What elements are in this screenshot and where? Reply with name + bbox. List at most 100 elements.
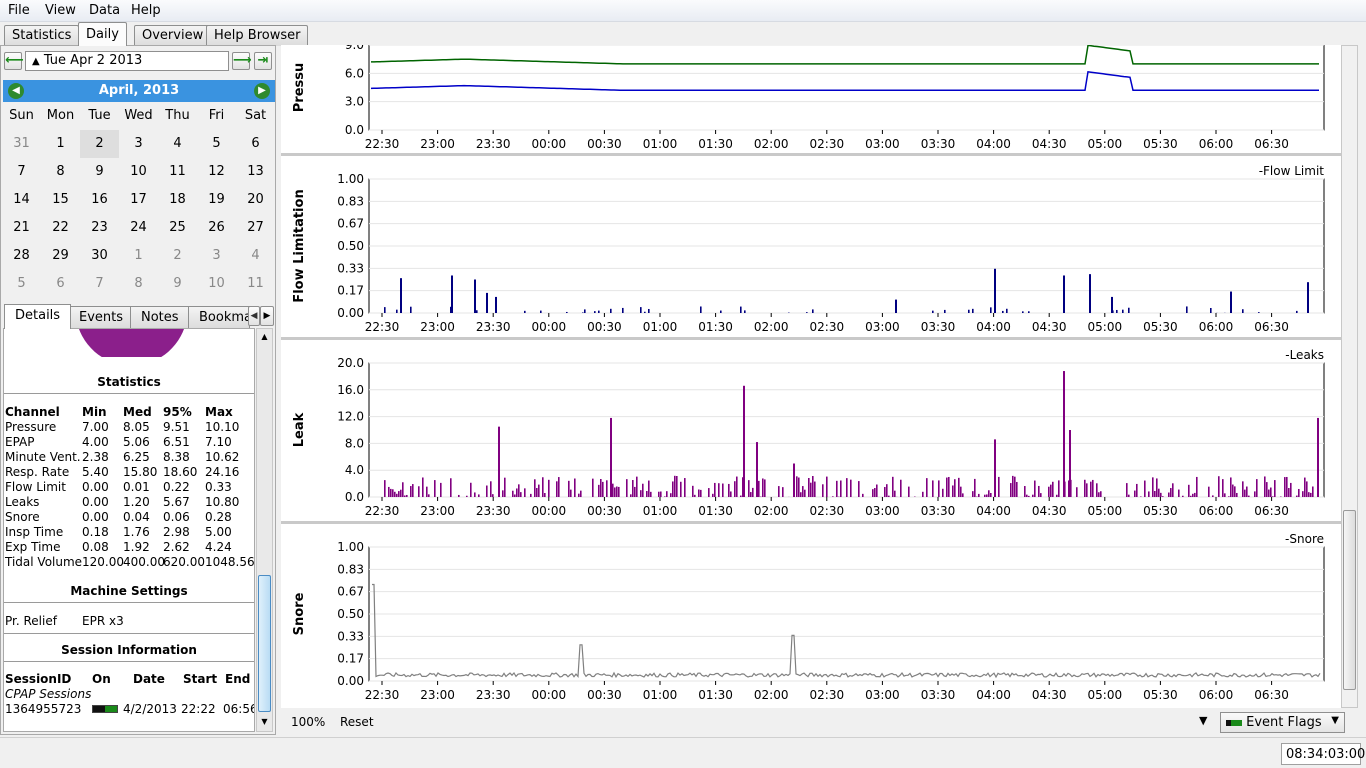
data-bar: [542, 477, 544, 497]
scroll-up-icon[interactable]: ▲: [261, 332, 268, 341]
scroll-thumb[interactable]: [1343, 510, 1356, 690]
dropdown-arrow-icon[interactable]: ▼: [1199, 714, 1208, 727]
main-tabs: Statistics Daily Overview Help Browser: [0, 22, 1366, 46]
calendar-day[interactable]: 16: [91, 192, 108, 207]
y-tick-label: 0.83: [337, 562, 364, 576]
calendar-day[interactable]: 2: [173, 248, 182, 263]
calendar-day[interactable]: 29: [52, 248, 69, 263]
stat-value: 0.33: [205, 480, 232, 494]
calendar-day[interactable]: 3: [134, 136, 143, 151]
calendar-day[interactable]: 15: [52, 192, 69, 207]
calendar-day[interactable]: 12: [208, 164, 225, 179]
date-picker[interactable]: ▲ Tue Apr 2 2013: [25, 51, 229, 71]
y-tick-label: 0.83: [337, 194, 364, 208]
stat-channel: Minute Vent.: [5, 450, 81, 464]
next-day-button[interactable]: ⟶: [232, 52, 252, 70]
prev-month-icon[interactable]: ◀: [8, 83, 24, 99]
next-month-icon[interactable]: ▶: [254, 83, 270, 99]
calendar-day[interactable]: 11: [247, 276, 264, 291]
calendar-day[interactable]: 26: [208, 220, 225, 235]
calendar-day[interactable]: 23: [91, 220, 108, 235]
y-tick-label: 9.0: [345, 45, 364, 52]
reset-button[interactable]: Reset: [340, 715, 374, 729]
data-bar: [396, 493, 398, 497]
details-scrollbar[interactable]: ▲ ▼: [256, 328, 273, 732]
calendar-day[interactable]: 10: [208, 276, 225, 291]
calendar-day[interactable]: 8: [56, 164, 65, 179]
menu-view[interactable]: View: [45, 3, 76, 18]
data-bar: [1089, 274, 1091, 313]
calendar-day[interactable]: 8: [134, 276, 143, 291]
tab-daily[interactable]: Daily: [78, 22, 127, 46]
panel-divider: [281, 337, 1341, 340]
data-bar: [410, 486, 412, 497]
calendar-day[interactable]: 14: [13, 192, 30, 207]
charts-scrollbar[interactable]: [1341, 45, 1358, 708]
data-bar: [1242, 481, 1244, 497]
session-on-bar: [92, 705, 118, 713]
data-bar: [534, 479, 536, 497]
prev-day-button[interactable]: ⟵: [4, 52, 24, 70]
calendar-day[interactable]: 5: [212, 136, 221, 151]
calendar-day[interactable]: 19: [208, 192, 225, 207]
menu-data[interactable]: Data: [89, 3, 121, 18]
x-tick-label: 23:30: [476, 320, 511, 334]
calendar-day[interactable]: 25: [169, 220, 186, 235]
calendar-day[interactable]: 4: [173, 136, 182, 151]
calendar-day[interactable]: 20: [247, 192, 264, 207]
calendar-day[interactable]: 9: [173, 276, 182, 291]
tab-overview[interactable]: Overview: [134, 25, 212, 46]
calendar-day[interactable]: 30: [91, 248, 108, 263]
scroll-down-icon[interactable]: ▼: [261, 717, 268, 726]
event-flags-select[interactable]: Event Flags ▼: [1220, 712, 1345, 733]
tab-scroll-right-icon[interactable]: ▶: [260, 306, 274, 326]
menu-file[interactable]: File: [8, 3, 30, 18]
tab-bookmarks[interactable]: Bookma: [188, 306, 250, 328]
calendar-day[interactable]: 5: [17, 276, 26, 291]
data-bar: [782, 487, 784, 497]
y-axis-label: Pressu: [292, 63, 307, 113]
calendar-day[interactable]: 24: [130, 220, 147, 235]
calendar-day[interactable]: 11: [169, 164, 186, 179]
x-tick-label: 06:00: [1199, 504, 1234, 518]
data-bar: [748, 480, 750, 497]
calendar-day[interactable]: 1: [56, 136, 65, 151]
data-bar: [708, 488, 710, 497]
calendar-day[interactable]: 27: [247, 220, 264, 235]
calendar-day[interactable]: 28: [13, 248, 30, 263]
calendar-day[interactable]: 22: [52, 220, 69, 235]
calendar-day[interactable]: 17: [130, 192, 147, 207]
tab-help-browser[interactable]: Help Browser: [206, 25, 309, 46]
last-day-button[interactable]: ⇥: [254, 52, 272, 70]
calendar-day[interactable]: 18: [169, 192, 186, 207]
calendar-day[interactable]: 7: [95, 276, 104, 291]
tab-scroll-left-icon[interactable]: ◀: [248, 306, 260, 326]
data-bar: [434, 480, 436, 497]
calendar-day[interactable]: 1: [134, 248, 143, 263]
calendar-day[interactable]: 21: [13, 220, 30, 235]
data-bar: [714, 482, 716, 497]
calendar-day[interactable]: 13: [247, 164, 264, 179]
charts-area: 9.0 6.0 3.0 0.0 22:30 23:00 23:30 00:00 00:30 01:…: [281, 45, 1341, 708]
calendar-day[interactable]: 9: [95, 164, 104, 179]
data-bar: [1168, 492, 1170, 497]
tab-notes[interactable]: Notes: [130, 306, 190, 328]
calendar-day[interactable]: 4: [251, 248, 260, 263]
calendar-day[interactable]: 31: [13, 136, 30, 151]
tab-details[interactable]: Details: [4, 304, 72, 329]
calendar-day[interactable]: 3: [212, 248, 221, 263]
tab-statistics[interactable]: Statistics: [4, 25, 80, 46]
session-id[interactable]: 1364955723: [5, 702, 82, 716]
calendar-day[interactable]: 2: [80, 130, 119, 158]
calendar-day[interactable]: 6: [251, 136, 260, 151]
calendar-day[interactable]: 6: [56, 276, 65, 291]
statistics-title: Statistics: [97, 375, 161, 389]
scroll-thumb[interactable]: [258, 575, 271, 712]
tab-events[interactable]: Events: [68, 306, 135, 328]
calendar-day[interactable]: 10: [130, 164, 147, 179]
flag-icon: [1226, 719, 1242, 726]
menu-help[interactable]: Help: [131, 3, 161, 18]
calendar-day[interactable]: 7: [17, 164, 26, 179]
x-tick-label: 22:30: [365, 688, 400, 702]
x-tick-label: 00:30: [587, 320, 622, 334]
